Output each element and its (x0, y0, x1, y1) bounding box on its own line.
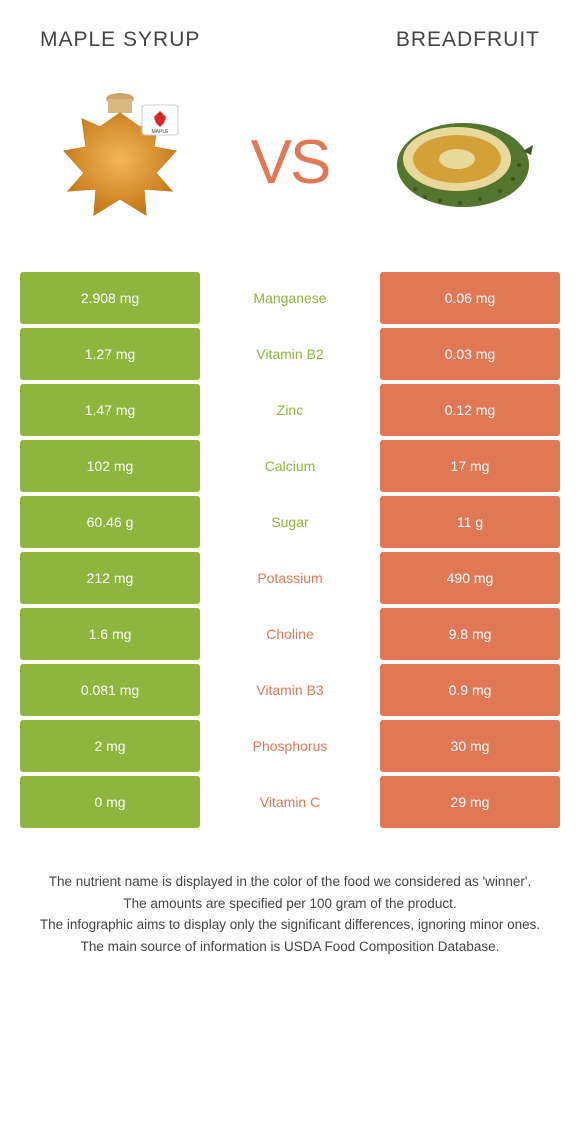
footnote: The amounts are specified per 100 gram o… (30, 894, 550, 914)
left-value-cell: 0 mg (20, 776, 200, 828)
footnote: The main source of information is USDA F… (30, 937, 550, 957)
vs-label: VS (251, 127, 330, 198)
table-row: 2.908 mgManganese0.06 mg (20, 272, 560, 324)
footnote: The nutrient name is displayed in the co… (30, 872, 550, 892)
footnote: The infographic aims to display only the… (30, 915, 550, 935)
table-row: 2 mgPhosphorus30 mg (20, 720, 560, 772)
right-value-cell: 17 mg (380, 440, 560, 492)
right-value-cell: 30 mg (380, 720, 560, 772)
nutrient-name: Potassium (200, 552, 380, 604)
nutrient-name: Vitamin B2 (200, 328, 380, 380)
left-value-cell: 212 mg (20, 552, 200, 604)
left-value-cell: 60.46 g (20, 496, 200, 548)
right-value-cell: 29 mg (380, 776, 560, 828)
table-row: 0 mgVitamin C29 mg (20, 776, 560, 828)
header: MAPLE SYRUP BREADFRUIT (0, 0, 580, 62)
left-food-title: MAPLE SYRUP (40, 28, 200, 52)
nutrient-name: Vitamin B3 (200, 664, 380, 716)
right-value-cell: 0.12 mg (380, 384, 560, 436)
nutrient-name: Choline (200, 608, 380, 660)
nutrient-name: Sugar (200, 496, 380, 548)
nutrient-name: Vitamin C (200, 776, 380, 828)
left-value-cell: 2.908 mg (20, 272, 200, 324)
right-value-cell: 0.03 mg (380, 328, 560, 380)
table-row: 60.46 gSugar11 g (20, 496, 560, 548)
right-value-cell: 11 g (380, 496, 560, 548)
nutrient-name: Manganese (200, 272, 380, 324)
right-value-cell: 9.8 mg (380, 608, 560, 660)
left-value-cell: 1.27 mg (20, 328, 200, 380)
table-row: 1.6 mgCholine9.8 mg (20, 608, 560, 660)
breadfruit-icon (380, 82, 540, 242)
right-value-cell: 0.9 mg (380, 664, 560, 716)
table-row: 0.081 mgVitamin B30.9 mg (20, 664, 560, 716)
svg-text:MAPLE: MAPLE (152, 129, 170, 135)
left-value-cell: 1.6 mg (20, 608, 200, 660)
right-food-title: BREADFRUIT (396, 28, 540, 52)
left-value-cell: 0.081 mg (20, 664, 200, 716)
left-value-cell: 102 mg (20, 440, 200, 492)
table-row: 1.47 mgZinc0.12 mg (20, 384, 560, 436)
left-value-cell: 1.47 mg (20, 384, 200, 436)
left-value-cell: 2 mg (20, 720, 200, 772)
footnotes: The nutrient name is displayed in the co… (0, 832, 580, 978)
nutrient-name: Calcium (200, 440, 380, 492)
table-row: 1.27 mgVitamin B20.03 mg (20, 328, 560, 380)
nutrient-name: Phosphorus (200, 720, 380, 772)
table-row: 212 mgPotassium490 mg (20, 552, 560, 604)
table-row: 102 mgCalcium17 mg (20, 440, 560, 492)
maple-syrup-icon: MAPLE (40, 82, 200, 242)
nutrient-table: 2.908 mgManganese0.06 mg1.27 mgVitamin B… (0, 272, 580, 828)
right-value-cell: 490 mg (380, 552, 560, 604)
images-row: MAPLE VS (0, 62, 580, 272)
nutrient-name: Zinc (200, 384, 380, 436)
right-value-cell: 0.06 mg (380, 272, 560, 324)
